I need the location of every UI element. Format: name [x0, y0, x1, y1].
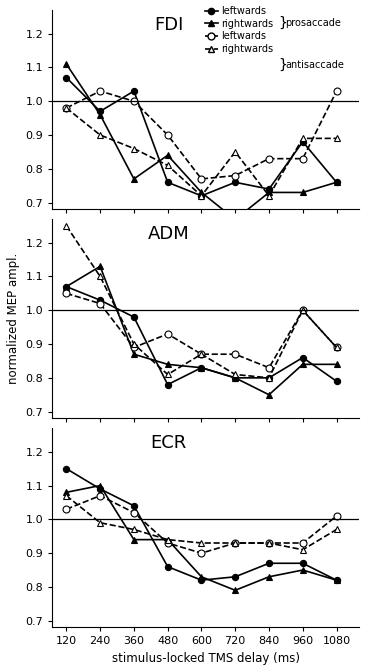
- Text: prosaccade: prosaccade: [285, 18, 341, 28]
- Text: FDI: FDI: [154, 16, 183, 34]
- Legend: leftwards, rightwards, leftwards, rightwards: leftwards, rightwards, leftwards, rightw…: [205, 6, 273, 54]
- Text: ECR: ECR: [151, 434, 187, 452]
- X-axis label: stimulus-locked TMS delay (ms): stimulus-locked TMS delay (ms): [112, 652, 300, 665]
- Text: ADM: ADM: [148, 225, 190, 243]
- Text: antisaccade: antisaccade: [285, 60, 344, 70]
- Text: }: }: [278, 58, 287, 72]
- Y-axis label: normalized MEP ampl.: normalized MEP ampl.: [7, 253, 20, 384]
- Text: }: }: [278, 16, 287, 30]
